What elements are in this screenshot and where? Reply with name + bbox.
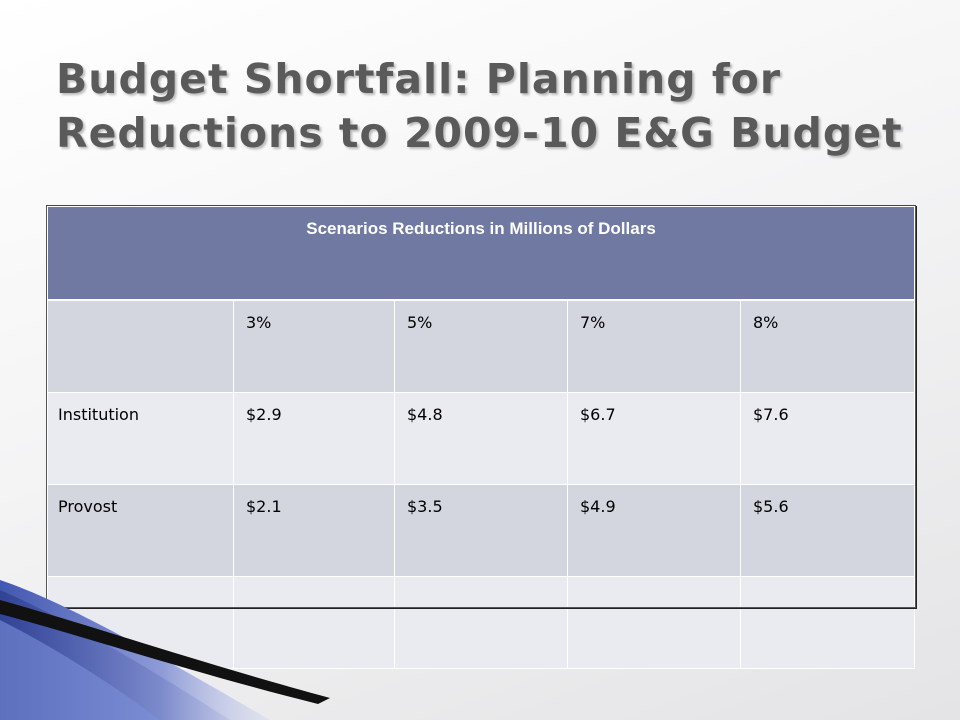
table-cell bbox=[394, 576, 568, 669]
table-header-row: 3% 5% 7% 8% bbox=[47, 299, 916, 393]
row-label-institution: Institution bbox=[47, 392, 234, 485]
table-row: Provost $2.1 $3.5 $4.9 $5.6 bbox=[47, 484, 916, 577]
header-cell-blank bbox=[47, 299, 234, 393]
table-row: Institution $2.9 $4.8 $6.7 $7.6 bbox=[47, 392, 916, 485]
slide-title: Budget Shortfall: Planning for Reduction… bbox=[56, 52, 936, 160]
header-cell-5pct: 5% bbox=[394, 299, 568, 393]
row-label-provost: Provost bbox=[47, 484, 234, 577]
table-cell bbox=[233, 576, 395, 669]
table-cell bbox=[567, 576, 741, 669]
slide-title-line-2: Reductions to 2009-10 E&G Budget bbox=[56, 109, 903, 157]
table-cell: $5.6 bbox=[739, 484, 916, 577]
slide-title-line-1: Budget Shortfall: Planning for bbox=[56, 55, 782, 103]
corner-swoosh-decoration bbox=[0, 580, 330, 720]
table-cell bbox=[739, 576, 916, 669]
table-cell: $2.9 bbox=[233, 392, 395, 485]
header-cell-3pct: 3% bbox=[233, 299, 395, 393]
table-cell: $2.1 bbox=[233, 484, 395, 577]
table-cell: $6.7 bbox=[567, 392, 741, 485]
table-cell: $4.8 bbox=[394, 392, 568, 485]
table-cell: $3.5 bbox=[394, 484, 568, 577]
table-cell: $4.9 bbox=[567, 484, 741, 577]
table-caption: Scenarios Reductions in Millions of Doll… bbox=[46, 206, 916, 301]
header-cell-7pct: 7% bbox=[567, 299, 741, 393]
header-cell-8pct: 8% bbox=[739, 299, 916, 393]
table-cell: $7.6 bbox=[739, 392, 916, 485]
